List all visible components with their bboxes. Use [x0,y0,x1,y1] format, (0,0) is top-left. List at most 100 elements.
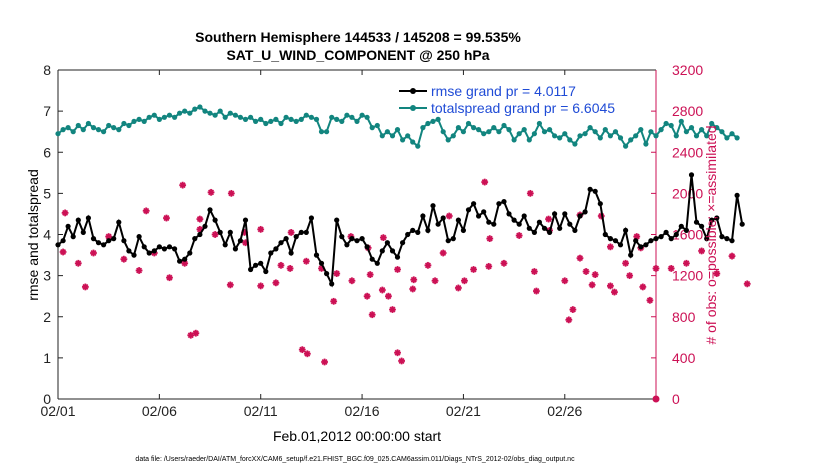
rmse-point [688,172,695,178]
rmse-point [400,240,406,246]
totalspread-point [541,129,548,135]
totalspread-point [253,118,259,124]
x-tick-label: 02/16 [345,403,380,419]
rmse-point [156,244,162,250]
totalspread-point [177,110,183,116]
totalspread-point [288,116,294,122]
x-tick-label: 02/06 [142,403,177,419]
obs-assimilated-marker [385,292,392,300]
obs-assimilated-marker [591,271,599,278]
obs-assimilated-marker [348,277,356,285]
obs-possible-marker [652,395,660,403]
totalspread-point [663,120,669,127]
totalspread-point [222,114,228,120]
totalspread-point [557,135,563,141]
totalspread-point [329,114,335,120]
totalspread-point [415,143,421,149]
rmse-point [435,221,441,227]
totalspread-point [146,114,152,120]
y-left-tick-label: 2 [43,309,51,325]
rmse-point [739,221,745,227]
obs-assimilated-marker [333,270,341,277]
rmse-point [75,217,81,223]
rmse-point [445,238,451,244]
rmse-point [719,234,725,240]
totalspread-point [75,122,81,129]
totalspread-point [212,112,218,118]
obs-assimilated-marker [667,265,675,272]
rmse-point [116,219,122,225]
rmse-point [101,242,107,248]
rmse-point [440,215,446,221]
totalspread-point [582,131,588,137]
totalspread-point [166,112,173,118]
y-axis-left-label: rmse and totalspread [25,169,41,301]
rmse-point [531,229,538,235]
rmse-point [582,209,588,215]
totalspread-point [394,127,401,133]
totalspread-point [572,141,578,147]
rmse-point [126,248,132,254]
obs-assimilated-marker [135,267,143,274]
rmse-point [324,271,330,277]
rmse-point [121,238,127,244]
totalspread-point [567,137,573,143]
obs-assimilated-marker [565,316,573,324]
totalspread-point [273,116,279,122]
obs-assimilated-marker [286,265,294,272]
rmse-point [704,236,710,242]
legend-spread-marker [410,105,416,111]
totalspread-point [425,120,431,127]
rmse-point [318,260,325,266]
rmse-point [526,225,532,231]
obs-assimilated-marker [166,274,173,282]
totalspread-point [450,133,456,139]
rmse-point [552,211,558,217]
obs-assimilated-marker [713,270,721,277]
obs-assimilated-marker [626,272,634,280]
totalspread-point [217,108,223,114]
totalspread-point [106,122,112,129]
totalspread-point [232,112,238,118]
rmse-point [465,207,472,213]
totalspread-point [349,114,355,120]
totalspread-point [683,129,690,135]
y-right-tick-label: 1200 [672,268,703,284]
obs-assimilated-marker [303,350,311,358]
totalspread-point [734,135,740,141]
y-left-tick-label: 6 [43,144,51,160]
rmse-point [334,217,340,223]
obs-assimilated-marker [530,268,538,275]
totalspread-point [460,129,466,135]
totalspread-point [161,114,167,120]
totalspread-point [633,133,639,139]
totalspread-point [714,125,720,131]
rmse-point [95,240,102,246]
rmse-point [663,229,669,235]
obs-assimilated-marker [409,285,417,293]
rmse-point [166,244,173,250]
totalspread-point [526,137,532,143]
totalspread-point [612,129,619,135]
rmse-point [278,240,284,246]
rmse-point [65,223,71,229]
rmse-point [268,250,274,256]
rmse-point [359,236,365,242]
rmse-point [420,213,426,219]
totalspread-point [516,131,522,137]
rmse-point [587,186,593,192]
rmse-point [182,256,188,262]
totalspread-point [242,116,249,122]
totalspread-point [389,133,396,139]
obs-assimilated-marker [588,281,596,289]
obs-assimilated-marker [582,268,590,275]
obs-assimilated-marker [622,259,629,267]
rmse-point [481,209,487,215]
rmse-point [496,201,502,207]
rmse-point [405,231,411,238]
obs-assimilated-marker [515,232,523,239]
rmse-point [577,213,583,219]
obs-assimilated-marker [683,259,690,267]
totalspread-point [496,129,502,135]
obs-assimilated-marker [90,249,97,257]
